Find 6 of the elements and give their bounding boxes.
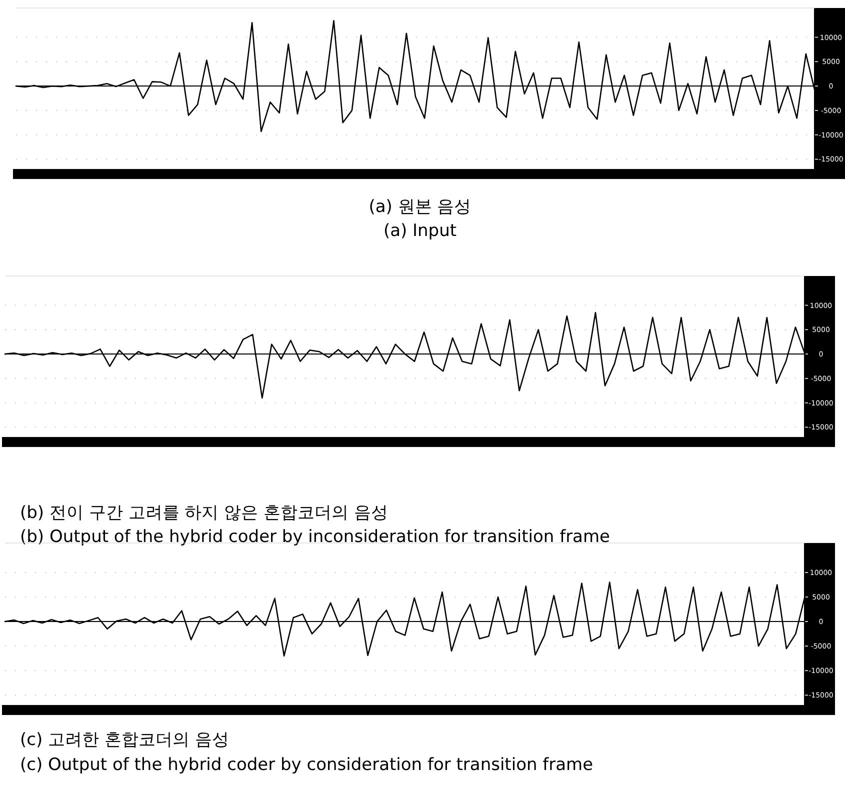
text: (a) Input	[383, 221, 457, 241]
annotation: (b) Output of the hybrid coder by inconsideration for transition frame	[20, 527, 610, 547]
text: (c) 고려한 혼합코더의 음성	[20, 730, 229, 750]
text: (c) Output of the hybrid coder by consideration for transition frame	[20, 755, 594, 775]
text: (a) 원본 음성	[368, 197, 472, 217]
text: (b) 전이 구간 고려를 하지 않은 혼합코더의 음성	[20, 503, 388, 523]
